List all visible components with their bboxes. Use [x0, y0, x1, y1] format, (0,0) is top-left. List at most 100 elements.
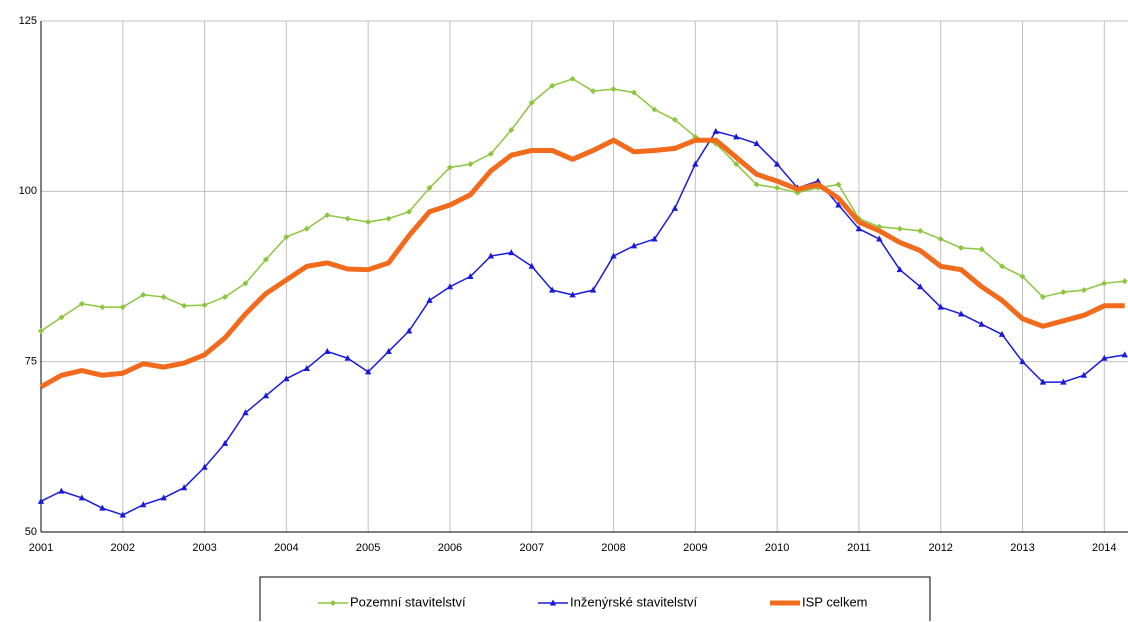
- marker: [998, 330, 1006, 337]
- marker: [651, 235, 658, 242]
- x-tick-label: 2006: [438, 542, 462, 554]
- marker: [119, 304, 126, 311]
- marker: [958, 244, 965, 251]
- marker: [160, 293, 167, 300]
- marker: [467, 161, 474, 168]
- series-line: [40, 130, 1125, 516]
- x-tick-label: 2013: [1010, 542, 1034, 554]
- marker: [549, 599, 557, 606]
- legend-label: Pozemní stavitelství: [350, 594, 466, 609]
- marker: [1039, 378, 1047, 385]
- x-tick-label: 2005: [356, 542, 380, 554]
- marker: [283, 375, 290, 382]
- marker: [1101, 280, 1108, 287]
- marker: [671, 204, 679, 211]
- marker: [917, 227, 924, 234]
- marker: [58, 314, 65, 321]
- x-tick-label: 2014: [1092, 542, 1116, 554]
- marker: [242, 280, 249, 287]
- marker: [937, 236, 944, 243]
- x-tick-label: 2010: [765, 542, 789, 554]
- marker: [528, 262, 535, 269]
- x-tick-label: 2008: [601, 542, 625, 554]
- marker: [467, 273, 474, 279]
- x-tick-label: 2011: [847, 542, 871, 554]
- marker: [1121, 278, 1128, 285]
- marker: [37, 497, 45, 504]
- series-line: [40, 78, 1125, 332]
- marker: [978, 320, 985, 327]
- marker: [590, 88, 597, 95]
- marker: [508, 127, 515, 134]
- marker: [221, 439, 229, 446]
- marker: [160, 494, 167, 501]
- marker: [406, 208, 413, 215]
- marker: [855, 225, 863, 232]
- series-line: [39, 137, 1125, 390]
- legend-label: Inženýrské stavitelství: [570, 594, 698, 609]
- marker: [446, 283, 454, 290]
- x-tick-label: 2001: [29, 542, 53, 554]
- marker: [222, 293, 229, 300]
- marker: [548, 286, 556, 293]
- marker: [201, 463, 208, 470]
- y-tick-label: 75: [25, 356, 37, 368]
- marker: [630, 89, 637, 96]
- marker: [405, 327, 413, 334]
- marker: [180, 484, 188, 491]
- marker: [610, 252, 617, 259]
- marker: [978, 246, 985, 253]
- marker: [426, 296, 433, 303]
- marker: [835, 201, 842, 208]
- marker: [385, 347, 392, 354]
- marker: [99, 304, 106, 311]
- marker: [733, 133, 740, 140]
- marker: [38, 328, 44, 335]
- marker: [999, 263, 1006, 270]
- marker: [733, 161, 740, 168]
- marker: [487, 150, 494, 157]
- marker: [1080, 371, 1088, 378]
- marker: [446, 164, 453, 171]
- marker: [549, 82, 556, 89]
- marker: [876, 235, 883, 242]
- marker: [487, 252, 495, 259]
- marker: [814, 177, 822, 184]
- marker: [569, 75, 576, 82]
- marker: [692, 160, 699, 167]
- marker: [303, 225, 310, 232]
- marker: [262, 392, 270, 399]
- marker: [119, 511, 126, 518]
- marker: [330, 600, 336, 606]
- marker: [1101, 354, 1108, 361]
- marker: [610, 86, 617, 93]
- marker: [671, 116, 678, 123]
- y-tick-label: 100: [19, 185, 37, 197]
- marker: [1080, 287, 1087, 294]
- marker: [589, 286, 597, 293]
- marker: [896, 225, 903, 232]
- marker: [78, 494, 86, 501]
- marker: [753, 140, 760, 147]
- marker: [1019, 358, 1026, 365]
- marker: [426, 184, 433, 191]
- marker: [896, 266, 904, 273]
- marker: [365, 218, 372, 225]
- x-tick-label: 2012: [928, 542, 952, 554]
- marker: [569, 291, 576, 298]
- marker: [242, 409, 249, 416]
- marker: [630, 242, 638, 249]
- marker: [283, 233, 290, 240]
- marker: [1060, 289, 1067, 296]
- legend: Pozemní stavitelství Inženýrské stavitels…: [259, 576, 931, 621]
- marker: [773, 160, 781, 167]
- marker: [1039, 293, 1046, 300]
- x-tick-label: 2003: [192, 542, 216, 554]
- marker: [917, 283, 924, 290]
- y-tick-label: 125: [19, 15, 37, 27]
- marker: [303, 364, 311, 371]
- marker: [508, 249, 515, 256]
- x-tick-label: 2002: [111, 542, 135, 554]
- marker: [324, 347, 331, 354]
